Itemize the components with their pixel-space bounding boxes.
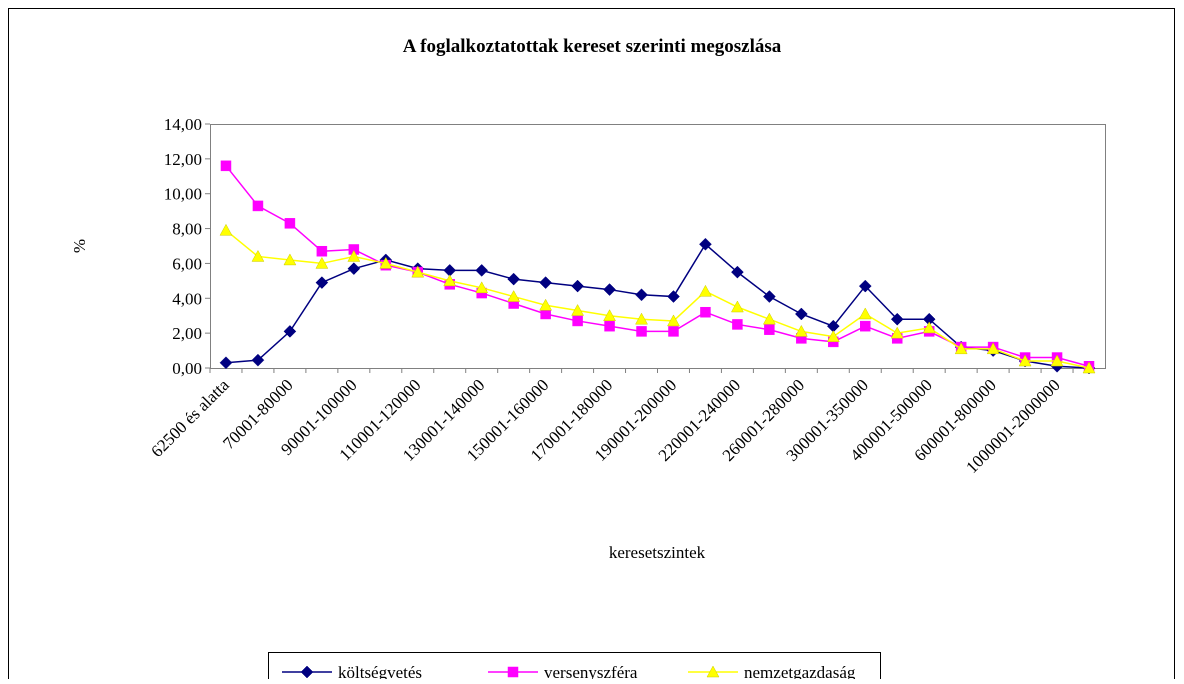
- marker: [635, 288, 648, 302]
- marker: [731, 265, 744, 279]
- marker: [572, 315, 583, 327]
- marker: [668, 326, 679, 337]
- marker: [603, 283, 616, 296]
- marker: [507, 272, 521, 286]
- marker: [700, 306, 711, 318]
- y-tick-label: 8,00: [172, 220, 202, 239]
- marker: [764, 324, 775, 335]
- marker: [636, 326, 647, 337]
- marker: [922, 321, 936, 334]
- marker: [699, 284, 712, 297]
- marker: [954, 342, 968, 355]
- marker: [315, 256, 329, 269]
- marker: [251, 249, 265, 262]
- marker: [986, 342, 1000, 355]
- marker: [219, 223, 233, 236]
- marker: [603, 309, 616, 321]
- legend-label: költségvetés: [338, 663, 422, 679]
- marker: [315, 276, 329, 289]
- marker: [219, 356, 233, 370]
- marker: [762, 312, 776, 325]
- marker: [571, 303, 585, 316]
- marker: [826, 330, 840, 342]
- y-tick-label: 4,00: [172, 289, 202, 308]
- marker: [794, 307, 808, 321]
- marker: [300, 665, 314, 679]
- chart-title: A foglalkoztatottak kereset szerinti meg…: [403, 36, 782, 57]
- marker: [1050, 354, 1064, 367]
- marker: [251, 353, 265, 367]
- marker: [539, 298, 553, 311]
- marker: [284, 218, 296, 229]
- marker: [858, 279, 872, 293]
- y-tick-label: 12,00: [164, 150, 202, 169]
- marker: [890, 326, 904, 339]
- marker: [730, 300, 744, 313]
- chart-frame: [8, 8, 1175, 684]
- marker: [411, 265, 425, 278]
- marker: [539, 276, 552, 289]
- marker: [699, 237, 712, 251]
- marker: [635, 312, 648, 325]
- marker: [667, 290, 680, 303]
- marker: [858, 307, 872, 320]
- marker: [763, 290, 776, 303]
- marker: [507, 666, 519, 678]
- y-tick-label: 2,00: [172, 324, 202, 343]
- marker: [316, 245, 328, 257]
- marker: [604, 320, 615, 332]
- y-tick-label: 0,00: [172, 359, 202, 378]
- series-line: [225, 229, 1090, 369]
- y-tick-label: 6,00: [172, 254, 202, 273]
- marker: [890, 312, 904, 326]
- x-axis-label: keresetszintek: [609, 543, 706, 562]
- marker: [347, 262, 361, 276]
- legend-label: versenyszféra: [544, 663, 638, 679]
- marker: [706, 665, 720, 678]
- marker: [507, 290, 521, 302]
- marker: [1082, 361, 1096, 374]
- marker: [732, 319, 743, 330]
- marker: [794, 324, 808, 337]
- y-axis-label: %: [70, 239, 89, 253]
- marker: [475, 264, 489, 277]
- marker: [571, 279, 584, 293]
- marker: [283, 253, 297, 266]
- marker: [475, 281, 489, 294]
- marker: [220, 160, 232, 172]
- marker: [1018, 354, 1032, 367]
- legend-label: nemzetgazdaság: [744, 663, 856, 679]
- marker: [252, 200, 264, 212]
- marker: [860, 320, 871, 332]
- y-tick-label: 14,00: [164, 115, 202, 134]
- marker: [443, 274, 457, 287]
- marker: [379, 256, 393, 269]
- series-line: [225, 243, 1090, 369]
- y-tick-label: 10,00: [164, 185, 202, 204]
- marker: [283, 325, 297, 338]
- marker: [347, 249, 361, 262]
- marker: [667, 314, 680, 327]
